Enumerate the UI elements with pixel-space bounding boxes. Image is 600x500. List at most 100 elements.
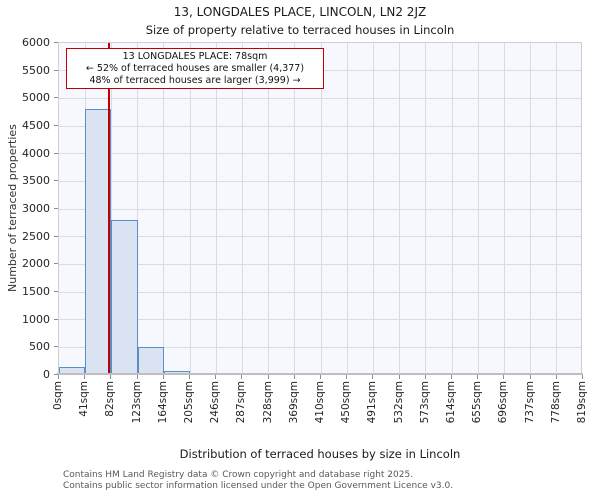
x-tick-mark [110, 375, 112, 379]
gridline-vertical [294, 43, 296, 373]
gridline-vertical [189, 43, 191, 373]
x-tick-mark [162, 375, 164, 379]
x-tick-mark [241, 375, 243, 379]
annotation-line-2: ← 52% of terraced houses are smaller (4,… [85, 62, 305, 74]
gridline-horizontal [59, 208, 581, 210]
chart-title: 13, LONGDALES PLACE, LINCOLN, LN2 2JZ [173, 5, 427, 19]
y-tick-label: 5500 [22, 63, 50, 77]
x-tick-label: 0sqm [52, 381, 64, 411]
x-tick-mark [398, 375, 400, 379]
x-tick-label: 737sqm [523, 381, 536, 424]
gridline-horizontal [59, 346, 581, 348]
y-tick-label: 2500 [22, 229, 50, 243]
property-marker-line [107, 43, 110, 373]
gridline-vertical [372, 43, 374, 373]
x-tick-label: 614sqm [445, 381, 457, 424]
gridline-horizontal [59, 319, 581, 321]
y-tick-mark [54, 125, 58, 126]
gridline-vertical [110, 43, 112, 373]
gridline-vertical [503, 43, 505, 373]
chart-subtitle: Size of property relative to terraced ho… [145, 23, 455, 37]
y-tick-mark [54, 374, 58, 375]
x-tick-mark [477, 375, 479, 379]
x-tick-mark [503, 375, 505, 379]
gridline-horizontal [59, 180, 581, 182]
x-tick-mark [372, 375, 374, 379]
x-tick-mark [529, 375, 531, 379]
gridline-vertical [215, 43, 217, 373]
x-tick-mark [555, 375, 557, 379]
y-tick-mark [54, 97, 58, 99]
gridline-horizontal [59, 263, 581, 265]
gridline-vertical [556, 43, 558, 373]
x-tick-label: 778sqm [549, 381, 562, 424]
gridline-vertical [346, 43, 348, 373]
y-tick-label: 1500 [22, 285, 50, 298]
x-tick-label: 287sqm [235, 381, 248, 424]
y-tick-mark [54, 291, 58, 292]
histogram-bar [59, 366, 86, 375]
x-tick-label: 164sqm [156, 381, 169, 424]
gridline-vertical [399, 43, 401, 373]
x-tick-mark [451, 375, 452, 379]
gridline-vertical [268, 43, 270, 373]
x-tick-label: 328sqm [261, 381, 274, 424]
footer-copyright-line-2: Contains public sector information licen… [63, 481, 454, 491]
y-tick-label: 0 [43, 368, 50, 381]
x-tick-mark [582, 375, 583, 379]
gridline-vertical [320, 43, 322, 373]
x-axis-line [57, 373, 583, 375]
gridline-vertical [425, 43, 427, 373]
y-tick-mark [54, 263, 58, 265]
y-tick-mark [54, 42, 58, 43]
gridline-horizontal [59, 153, 581, 155]
y-tick-label: 5000 [22, 91, 50, 105]
x-tick-mark [136, 375, 138, 379]
gridline-vertical [530, 43, 532, 373]
x-tick-mark [424, 375, 426, 379]
y-tick-label: 2000 [22, 257, 50, 271]
x-tick-label: 491sqm [366, 381, 379, 424]
histogram-bar [163, 370, 190, 375]
x-tick-label: 41sqm [78, 381, 91, 417]
annotation-line-3: 48% of terraced houses are larger (3,999… [89, 74, 301, 86]
gridline-horizontal [59, 291, 581, 293]
x-tick-mark [293, 375, 295, 379]
x-tick-label: 696sqm [497, 381, 510, 424]
x-tick-mark [58, 375, 59, 379]
gridline-horizontal [59, 97, 581, 99]
x-tick-label: 123sqm [130, 381, 143, 424]
y-tick-mark [54, 208, 58, 209]
x-tick-mark [84, 375, 86, 379]
y-tick-mark [54, 318, 58, 320]
x-tick-mark [189, 375, 190, 379]
x-tick-mark [267, 375, 269, 379]
y-tick-label: 6000 [22, 36, 50, 49]
y-tick-mark [54, 180, 58, 182]
x-axis-title: Distribution of terraced houses by size … [179, 447, 461, 461]
x-tick-mark [320, 375, 321, 379]
gridline-vertical [451, 43, 453, 373]
y-tick-label: 1000 [22, 312, 50, 326]
property-annotation-box: 13 LONGDALES PLACE: 78sqm ← 52% of terra… [66, 48, 324, 89]
gridline-vertical [137, 43, 139, 373]
x-tick-label: 82sqm [104, 381, 117, 417]
x-tick-label: 573sqm [418, 381, 431, 424]
x-tick-label: 532sqm [392, 381, 405, 424]
y-tick-mark [54, 346, 58, 348]
x-tick-mark [215, 375, 217, 379]
gridline-vertical [241, 43, 243, 373]
x-tick-label: 450sqm [340, 381, 353, 424]
x-tick-label: 205sqm [183, 381, 195, 424]
plot-area [58, 42, 582, 375]
x-tick-label: 369sqm [287, 381, 300, 424]
x-tick-label: 819sqm [576, 381, 588, 424]
y-tick-mark [54, 235, 58, 237]
footer-copyright-line-1: Contains HM Land Registry data © Crown c… [63, 470, 414, 480]
gridline-horizontal [59, 236, 581, 238]
y-tick-mark [54, 69, 58, 71]
annotation-line-1: 13 LONGDALES PLACE: 78sqm [122, 50, 268, 62]
x-tick-label: 410sqm [314, 381, 326, 424]
y-tick-label: 3500 [22, 174, 50, 188]
